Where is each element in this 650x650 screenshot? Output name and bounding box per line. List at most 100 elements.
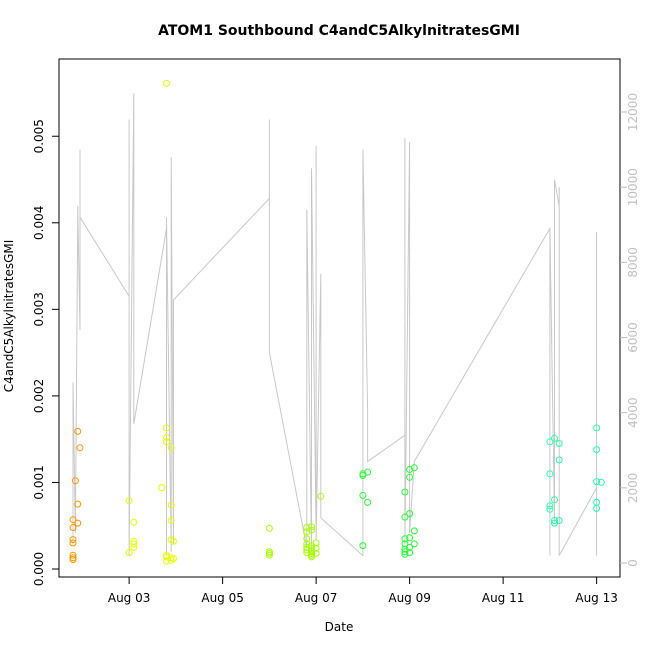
x-tick-label-3: Aug 09	[388, 591, 431, 605]
data-point-2-23	[312, 549, 320, 557]
data-point-3-1	[364, 468, 372, 476]
data-point-0-5	[69, 524, 77, 531]
right-tick-label-3: 6000	[626, 322, 640, 353]
data-point-1-7	[163, 424, 170, 432]
data-point-3-9	[410, 464, 418, 472]
y-tick-label-0: 0.000	[32, 552, 46, 586]
data-point-3-13	[401, 535, 409, 543]
data-point-4-10	[551, 519, 558, 527]
data-point-3-19	[401, 548, 409, 556]
data-point-2-21	[312, 539, 320, 547]
data-point-1-15	[170, 537, 177, 545]
right-tick-label-1: 2000	[626, 473, 640, 504]
data-point-2-7	[308, 526, 315, 534]
y-axis-label: C4andC5AlkylnitratesGMI	[2, 240, 16, 393]
data-point-1-13	[167, 517, 175, 524]
data-point-1-11	[158, 484, 166, 492]
data-point-4-12	[593, 446, 601, 454]
data-point-2-12	[308, 544, 315, 552]
data-point-2-6	[308, 523, 315, 531]
data-point-1-3	[130, 540, 138, 548]
data-point-0-0	[69, 551, 77, 559]
right-tick-label-4: 8000	[626, 247, 640, 278]
data-point-2-13	[303, 546, 311, 554]
data-point-3-6	[401, 488, 409, 496]
data-point-3-18	[401, 545, 409, 553]
y-tick-label-3: 0.003	[32, 292, 46, 326]
data-point-1-5	[125, 549, 133, 557]
right-tick-label-5: 10000	[626, 168, 640, 206]
x-tick-label-4: Aug 11	[482, 591, 525, 605]
data-point-3-20	[406, 549, 414, 557]
data-point-0-11	[76, 444, 84, 452]
data-point-4-8	[551, 517, 558, 524]
data-point-2-8	[303, 535, 311, 543]
data-point-2-11	[303, 543, 311, 551]
data-point-2-22	[312, 544, 320, 552]
data-point-4-7	[546, 505, 554, 513]
data-point-1-4	[130, 543, 138, 551]
chart-title: ATOM1 Southbound C4andC5AlkylnitratesGMI	[158, 23, 520, 39]
x-axis-label: Date	[325, 620, 354, 634]
data-point-1-17	[163, 553, 170, 561]
data-point-4-2	[555, 440, 563, 447]
data-point-3-8	[406, 510, 414, 518]
data-point-0-3	[69, 539, 77, 547]
data-point-3-17	[406, 543, 414, 551]
data-point-2-19	[308, 553, 315, 561]
data-point-3-11	[406, 473, 414, 481]
altitude-line-layer	[72, 93, 598, 557]
data-point-2-3	[265, 551, 273, 559]
x-tick-label-0: Aug 03	[108, 591, 151, 605]
data-point-0-2	[69, 556, 77, 563]
points-layer	[69, 79, 605, 565]
data-point-4-13	[593, 478, 601, 486]
x-tick-label-1: Aug 05	[201, 591, 244, 605]
data-point-4-0	[546, 438, 554, 446]
data-point-4-4	[546, 470, 554, 478]
data-point-1-21	[163, 557, 170, 565]
right-axis: 0 2000 4000 6000 8000 10000 12000	[620, 93, 640, 567]
altitude-line-0	[72, 93, 598, 557]
data-point-3-15	[401, 540, 409, 548]
data-point-1-12	[167, 501, 175, 509]
y-tick-label-4: 0.004	[32, 206, 46, 240]
data-point-0-8	[74, 519, 82, 527]
data-point-4-14	[597, 478, 605, 486]
data-point-4-3	[555, 456, 563, 464]
data-point-0-4	[69, 536, 77, 544]
data-point-3-21	[401, 550, 409, 558]
plot-frame	[58, 58, 621, 578]
y-tick-label-1: 0.001	[32, 465, 46, 499]
data-point-1-0	[125, 497, 133, 505]
x-tick-label-2: Aug 07	[295, 591, 338, 605]
data-point-3-5	[359, 542, 367, 550]
right-tick-label-2: 4000	[626, 397, 640, 428]
data-point-1-8	[163, 433, 170, 441]
data-point-1-20	[167, 556, 175, 564]
data-point-4-1	[551, 434, 558, 442]
data-point-3-7	[401, 513, 409, 521]
y-axis: 0.000 0.001 0.002 0.003 0.004 0.005	[32, 119, 59, 586]
y-tick-label-5: 0.005	[32, 119, 46, 153]
data-point-1-6	[163, 79, 170, 87]
data-point-3-14	[406, 534, 414, 542]
right-tick-label-6: 12000	[626, 93, 640, 131]
data-point-3-4	[364, 498, 372, 506]
data-point-0-9	[74, 500, 82, 508]
data-point-4-11	[593, 424, 601, 432]
data-point-2-0	[265, 524, 273, 532]
data-point-3-3	[359, 491, 367, 499]
data-point-0-7	[71, 477, 79, 485]
data-point-4-5	[551, 496, 558, 504]
data-point-1-10	[167, 444, 175, 452]
data-point-2-20	[317, 492, 325, 500]
data-point-3-12	[410, 527, 418, 535]
y-tick-label-2: 0.002	[32, 379, 46, 413]
data-point-0-6	[69, 516, 77, 524]
x-tick-label-5: Aug 13	[575, 591, 618, 605]
data-point-3-10	[406, 466, 414, 473]
x-axis: Aug 03 Aug 05 Aug 07 Aug 09 Aug 11 Aug 13	[108, 577, 618, 605]
data-point-1-1	[130, 518, 138, 526]
